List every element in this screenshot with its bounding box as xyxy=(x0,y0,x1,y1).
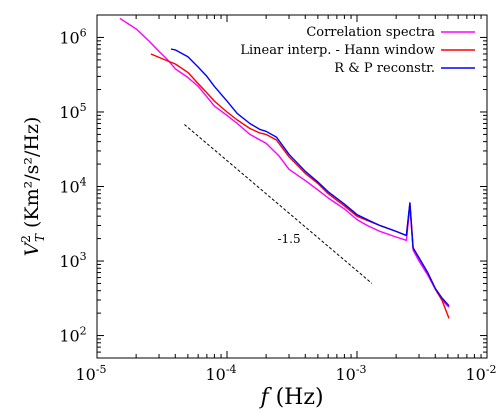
y-tick-label: 103 xyxy=(59,250,86,271)
slope-annotation: -1.5 xyxy=(277,232,300,246)
legend: Correlation spectra Linear interp. - Hann… xyxy=(240,25,475,76)
series-line-2 xyxy=(150,53,450,319)
reference-slope-line xyxy=(184,124,373,284)
series-line-3 xyxy=(170,48,450,307)
x-tick-label: 10-2 xyxy=(465,363,496,384)
y-tick-label: 104 xyxy=(59,176,86,197)
x-tick-label: 10-5 xyxy=(75,363,106,384)
y-tick-label: 106 xyxy=(59,26,86,47)
x-axis-label: f (Hz) xyxy=(258,385,323,410)
y-tick-label: 105 xyxy=(59,101,86,122)
x-tick-label: 10-3 xyxy=(335,363,366,384)
x-tick-label: 10-4 xyxy=(205,363,236,384)
y-axis-label: V2T (Km²/s²/Hz) xyxy=(19,117,47,257)
y-tick-label: 102 xyxy=(59,325,86,346)
legend-label: Correlation spectra xyxy=(306,25,435,40)
legend-label: R & P reconstr. xyxy=(334,61,435,76)
series-layer xyxy=(119,17,450,319)
legend-label: Linear interp. - Hann window xyxy=(240,43,435,58)
